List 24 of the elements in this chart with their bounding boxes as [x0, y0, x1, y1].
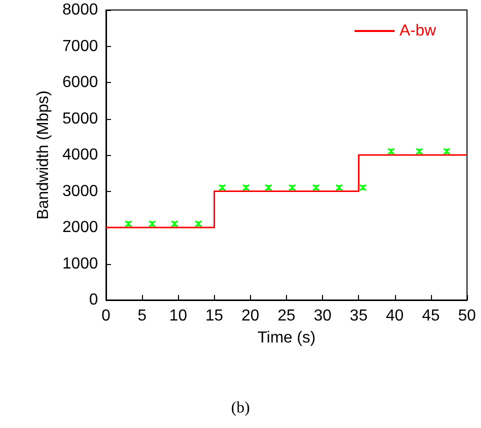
x-tick-label: 5: [138, 308, 147, 324]
y-tick-label: 7000: [62, 38, 98, 55]
legend-label: A-bw: [400, 22, 436, 40]
y-tick-label: 3000: [62, 182, 98, 200]
x-tick-label: 0: [102, 308, 111, 324]
text: (b): [231, 400, 250, 416]
x-tick-label: 20: [242, 308, 260, 324]
x-tick-label: 15: [205, 308, 224, 324]
y-tick-label: 6000: [62, 74, 98, 91]
x-tick-label: 30: [314, 308, 332, 324]
x-tick-label: 25: [278, 308, 296, 324]
y-tick-label: 0: [89, 292, 98, 308]
y-axis-title: Bandwidth (Mbps): [35, 90, 52, 220]
x-tick-label: 35: [350, 308, 368, 324]
x-tick-label: 45: [422, 308, 440, 324]
y-tick-label: 2000: [62, 219, 98, 236]
y-tick-label: 8000: [62, 2, 98, 18]
y-tick-label: 1000: [62, 255, 98, 272]
x-tick-label: 40: [386, 308, 404, 324]
x-tick-label: 50: [458, 308, 476, 324]
x-axis-title: Time (s): [257, 330, 316, 346]
y-tick-label: 4000: [62, 146, 98, 164]
y-tick-label: 5000: [62, 110, 98, 128]
x-tick-label: 10: [169, 308, 188, 324]
